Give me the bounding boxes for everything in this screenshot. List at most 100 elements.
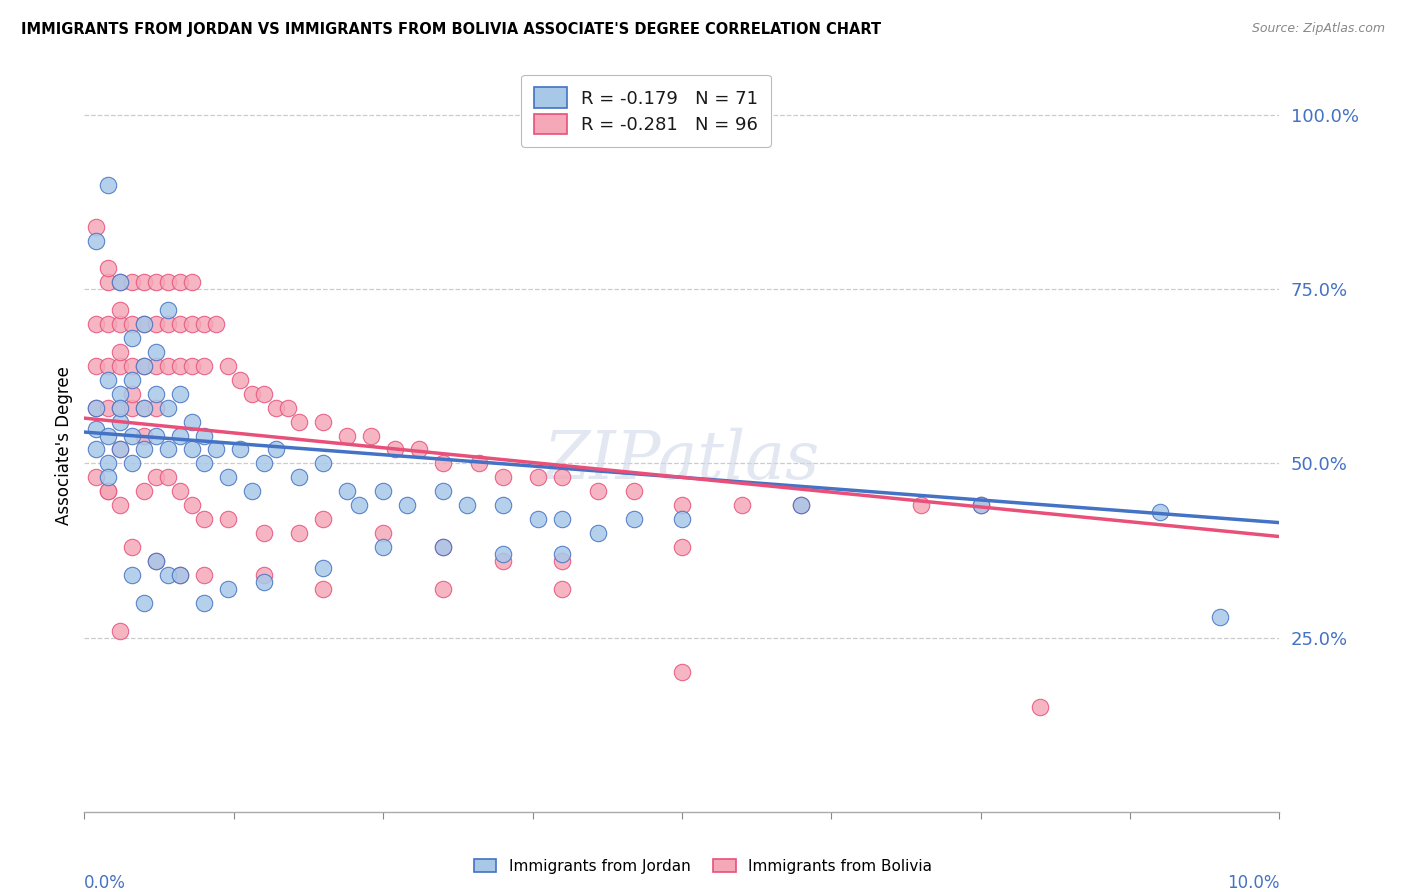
Point	[312, 561, 335, 575]
Point	[121, 331, 143, 345]
Point	[145, 275, 167, 289]
Point	[193, 567, 215, 582]
Point	[671, 512, 693, 526]
Point	[623, 512, 645, 526]
Point	[910, 498, 932, 512]
Point	[193, 359, 215, 373]
Point	[145, 470, 167, 484]
Point	[86, 421, 108, 435]
Point	[121, 275, 143, 289]
Point	[145, 554, 167, 568]
Point	[312, 512, 335, 526]
Point	[253, 574, 276, 589]
Point	[253, 526, 276, 541]
Point	[671, 665, 693, 680]
Point	[336, 484, 359, 499]
Point	[86, 234, 108, 248]
Point	[181, 415, 204, 429]
Point	[228, 442, 252, 457]
Point	[86, 401, 108, 415]
Point	[132, 317, 156, 331]
Point	[551, 582, 574, 596]
Point	[456, 498, 478, 512]
Point	[132, 359, 156, 373]
Point	[181, 317, 204, 331]
Point	[373, 526, 395, 541]
Point	[110, 498, 132, 512]
Point	[110, 317, 132, 331]
Point	[86, 401, 108, 415]
Point	[132, 359, 156, 373]
Point	[97, 428, 120, 442]
Point	[169, 428, 191, 442]
Point	[157, 442, 180, 457]
Point	[240, 386, 263, 401]
Point	[312, 457, 335, 471]
Point	[110, 442, 132, 457]
Point	[408, 442, 430, 457]
Point	[157, 275, 180, 289]
Point	[492, 470, 515, 484]
Point	[121, 386, 143, 401]
Point	[132, 484, 156, 499]
Point	[432, 540, 454, 554]
Point	[527, 512, 550, 526]
Point	[588, 484, 610, 499]
Point	[132, 442, 156, 457]
Point	[288, 526, 311, 541]
Point	[97, 275, 120, 289]
Point	[492, 498, 515, 512]
Point	[145, 554, 167, 568]
Legend: R = -0.179   N = 71, R = -0.281   N = 96: R = -0.179 N = 71, R = -0.281 N = 96	[522, 75, 770, 147]
Point	[97, 317, 120, 331]
Point	[110, 415, 132, 429]
Point	[121, 317, 143, 331]
Point	[169, 567, 191, 582]
Point	[97, 261, 120, 276]
Point	[145, 345, 167, 359]
Point	[193, 428, 215, 442]
Point	[157, 359, 180, 373]
Point	[121, 428, 143, 442]
Legend: Immigrants from Jordan, Immigrants from Bolivia: Immigrants from Jordan, Immigrants from …	[467, 853, 939, 880]
Point	[110, 442, 132, 457]
Point	[312, 582, 335, 596]
Point	[86, 470, 108, 484]
Point	[527, 470, 550, 484]
Point	[86, 442, 108, 457]
Point	[132, 275, 156, 289]
Point	[432, 457, 454, 471]
Point	[181, 359, 204, 373]
Point	[181, 442, 204, 457]
Point	[157, 470, 180, 484]
Point	[110, 275, 132, 289]
Point	[110, 303, 132, 318]
Text: 0.0%: 0.0%	[84, 874, 127, 892]
Point	[181, 498, 204, 512]
Point	[492, 547, 515, 561]
Text: IMMIGRANTS FROM JORDAN VS IMMIGRANTS FROM BOLIVIA ASSOCIATE'S DEGREE CORRELATION: IMMIGRANTS FROM JORDAN VS IMMIGRANTS FRO…	[21, 22, 882, 37]
Point	[193, 317, 215, 331]
Point	[205, 442, 228, 457]
Point	[86, 317, 108, 331]
Point	[336, 428, 359, 442]
Point	[288, 415, 311, 429]
Point	[384, 442, 406, 457]
Point	[145, 401, 167, 415]
Point	[145, 428, 167, 442]
Point	[121, 359, 143, 373]
Point	[157, 303, 180, 318]
Point	[110, 624, 132, 638]
Point	[121, 373, 143, 387]
Point	[86, 219, 108, 234]
Y-axis label: Associate's Degree: Associate's Degree	[55, 367, 73, 525]
Text: ZIPatlas: ZIPatlas	[544, 428, 820, 493]
Point	[360, 428, 382, 442]
Point	[132, 401, 156, 415]
Point	[432, 540, 454, 554]
Point	[551, 547, 574, 561]
Point	[86, 359, 108, 373]
Point	[145, 386, 167, 401]
Point	[157, 567, 180, 582]
Point	[468, 457, 491, 471]
